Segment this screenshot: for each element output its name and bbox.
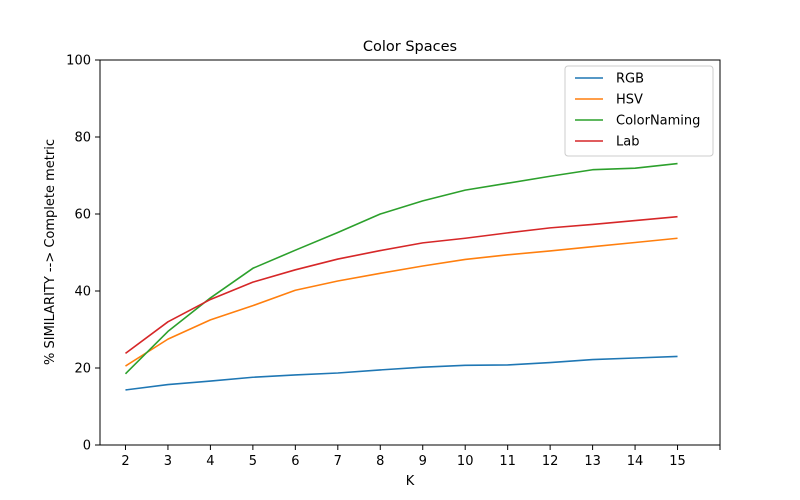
legend: RGB HSV ColorNaming Lab	[564, 65, 714, 157]
x-tick-label: 12	[542, 454, 559, 469]
x-tick-label: 7	[334, 454, 342, 469]
x-tick-label: 6	[291, 454, 299, 469]
x-tick-label: 14	[627, 454, 644, 469]
x-tick-label: 10	[457, 454, 474, 469]
legend-box	[564, 65, 714, 157]
x-axis-label: K	[406, 474, 415, 489]
series-line-rgb	[125, 355, 678, 391]
legend-entry: HSV	[616, 93, 643, 108]
x-tick-label: 4	[206, 454, 214, 469]
x-tick-label: 9	[419, 454, 427, 469]
y-tick-label: 20	[74, 362, 91, 377]
y-tick-label: 40	[74, 285, 91, 300]
legend-entry: RGB	[616, 72, 644, 87]
legend-entry: Lab	[616, 135, 639, 150]
y-axis-label: % SIMILARITY --> Complete metric	[43, 139, 58, 365]
x-tick-label: 8	[376, 454, 384, 469]
chart-title: Color Spaces	[363, 39, 457, 55]
x-tick-label: 3	[164, 454, 172, 469]
plot-frame	[99, 59, 721, 446]
x-tick-label: 5	[249, 454, 257, 469]
x-tick-label: 15	[669, 454, 686, 469]
plot-area: 2 3 4 5 6 7 8 9 10 11 12 13 14 15 0 20 40 60 80 100	[66, 54, 721, 469]
y-tick-label: 0	[83, 439, 91, 454]
y-tick-label: 80	[74, 131, 91, 146]
x-tick-label: 13	[584, 454, 601, 469]
series-line-colornaming	[124, 162, 678, 375]
legend-entry: ColorNaming	[616, 114, 700, 129]
series-line-hsv	[125, 237, 678, 367]
y-tick-label: 100	[66, 54, 91, 69]
x-tick-label: 2	[121, 454, 129, 469]
x-tick-label: 11	[499, 454, 516, 469]
series-line-lab	[125, 215, 678, 355]
y-tick-label: 60	[74, 208, 91, 223]
